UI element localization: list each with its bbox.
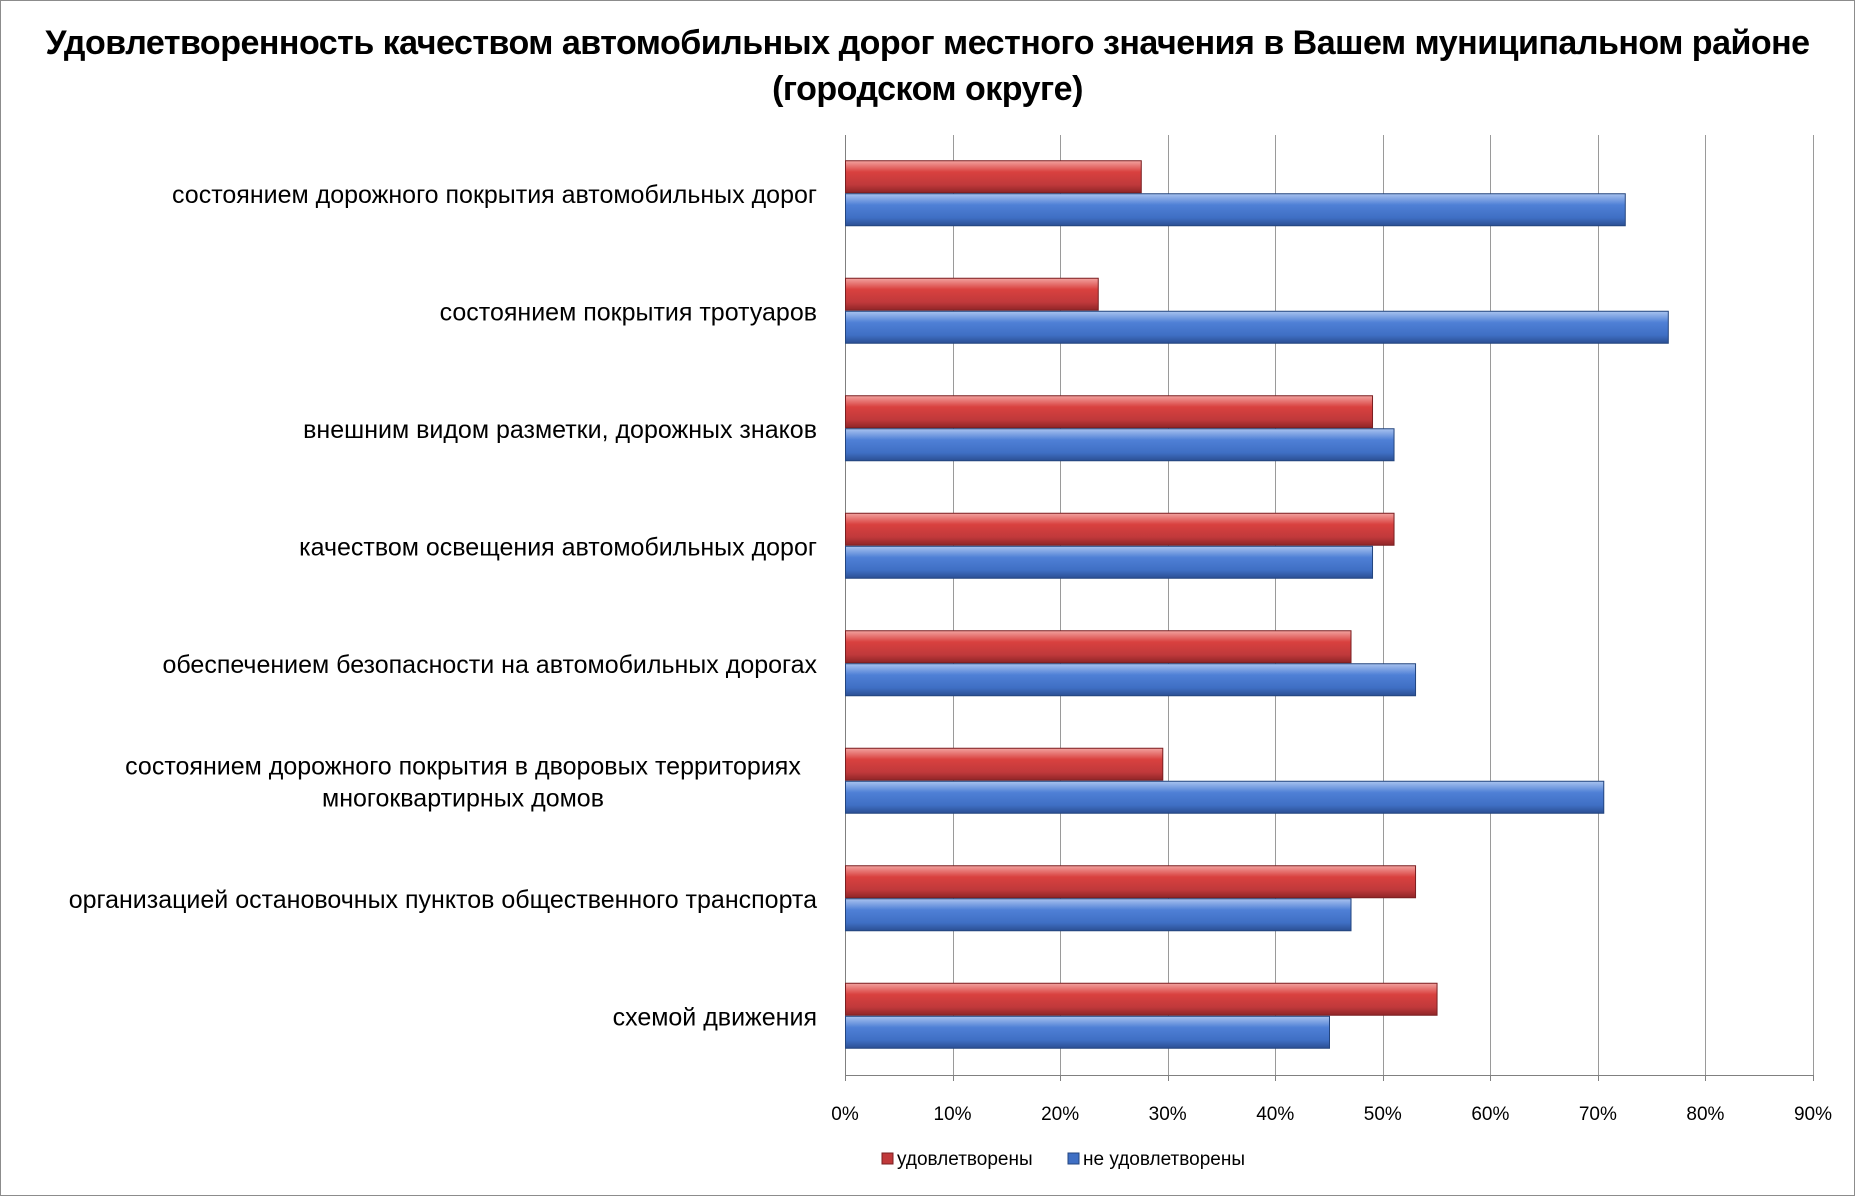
tick-label-7: 70% (1579, 1104, 1617, 1125)
bar-not-satisfied-4 (845, 663, 1417, 697)
tick-label-5: 50% (1364, 1104, 1402, 1125)
tick-label-4: 40% (1256, 1104, 1294, 1125)
bar-not-satisfied-6 (845, 898, 1352, 932)
bar-not-satisfied-0 (845, 193, 1626, 227)
bars (845, 160, 1669, 1049)
bar-not-satisfied-1 (845, 310, 1669, 344)
bar-not-satisfied-5 (845, 780, 1605, 814)
tick-label-8: 80% (1686, 1104, 1724, 1125)
bar-satisfied-3 (845, 512, 1395, 546)
tick-label-0: 0% (831, 1104, 859, 1125)
bar-not-satisfied-7 (845, 1015, 1330, 1049)
legend-label-1: не удовлетворены (1083, 1149, 1245, 1170)
tick-label-1: 10% (934, 1104, 972, 1125)
category-label-6: организацией остановочных пунктов общест… (69, 886, 817, 914)
category-label-2: внешним видом разметки, дорожных знаков (303, 416, 817, 444)
bar-satisfied-7 (845, 982, 1438, 1016)
legend-swatch-0 (881, 1152, 894, 1165)
category-label-4: обеспечением безопасности на автомобильн… (162, 651, 817, 679)
x-axis-ticks: 0% 10% 20% 30% 40% 50% 60% 70% 80% 90% (831, 1104, 1832, 1125)
chart-title: Удовлетворенность качеством автомобильны… (45, 24, 1810, 108)
bar-satisfied-0 (845, 160, 1142, 194)
bar-satisfied-5 (845, 747, 1164, 781)
category-label-3: качеством освещения автомобильных дорог (299, 533, 817, 561)
category-label-7: схемой движения (613, 1003, 817, 1031)
tick-label-6: 60% (1471, 1104, 1509, 1125)
tick-label-2: 20% (1041, 1104, 1079, 1125)
category-label-5: состоянием дорожного покрытия в дворовых… (125, 752, 801, 812)
category-label-0: состоянием дорожного покрытия автомобиль… (172, 181, 817, 209)
category-label-1: состоянием покрытия тротуаров (440, 298, 817, 326)
tick-label-3: 30% (1149, 1104, 1187, 1125)
bar-not-satisfied-2 (845, 428, 1395, 462)
bar-satisfied-6 (845, 865, 1417, 899)
grid-lines (845, 135, 1814, 1081)
bar-satisfied-2 (845, 395, 1374, 429)
legend: удовлетворены не удовлетворены (881, 1149, 1245, 1170)
tick-label-9: 90% (1794, 1104, 1832, 1125)
legend-label-0: удовлетворены (897, 1149, 1033, 1170)
bar-satisfied-4 (845, 630, 1352, 664)
bar-not-satisfied-3 (845, 545, 1374, 579)
legend-swatch-1 (1067, 1152, 1080, 1165)
bar-satisfied-1 (845, 277, 1099, 311)
category-labels: состоянием дорожного покрытия автомобиль… (69, 181, 818, 1032)
